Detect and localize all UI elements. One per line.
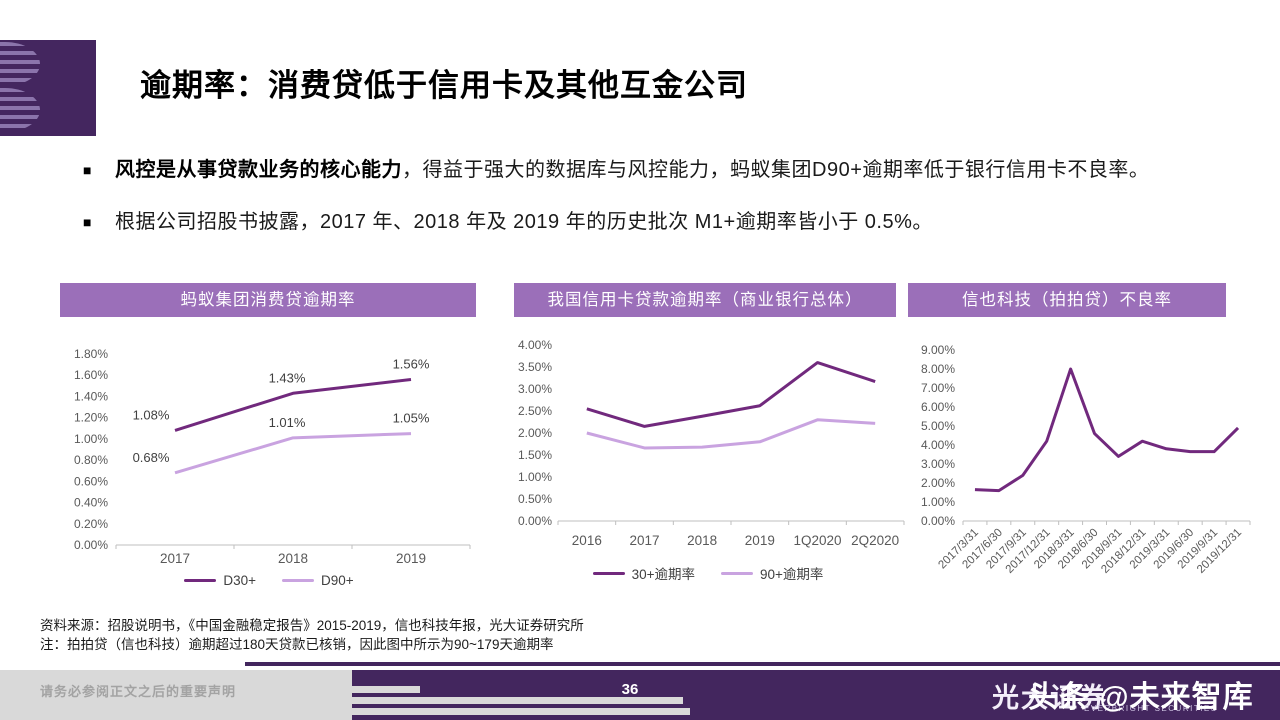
footer-stripe [0,708,690,715]
bullet-text: 根据公司招股书披露，2017 年、2018 年及 2019 年的历史批次 M1+… [115,211,933,233]
watermark-text: 头条 @未来智库 [1028,681,1254,714]
y-tick-label: 0.20% [74,517,108,531]
y-tick-label: 0.80% [74,453,108,467]
x-tick-label: 2017 [160,551,190,566]
page-title: 逾期率：消费贷低于信用卡及其他互金公司 [140,68,748,103]
x-tick-label: 2019 [396,551,426,566]
y-tick-label: 1.00% [921,495,955,509]
bullet-text: 风控是从事贷款业务的核心能力，得益于强大的数据库与风控能力，蚂蚁集团D90+逾期… [115,148,1149,192]
legend-swatch-90plus [721,571,753,575]
legend-label: 30+逾期率 [631,567,695,582]
legend-item: D90+ [282,573,354,588]
data-label: 1.05% [393,411,430,426]
note-line: 注：拍拍贷（信也科技）逾期超过180天贷款已核销，因此图中所示为90~179天逾… [40,637,554,652]
data-label: 1.01% [269,415,306,430]
footer-bar: 请务必参阅正文之后的重要声明 36 光大证券 EVERBRIGHT SECURI… [0,670,1280,720]
legend-item: 90+逾期率 [721,563,823,583]
data-label: 1.56% [393,356,430,371]
chart1-header: 蚂蚁集团消费贷逾期率 [60,283,476,317]
ppdai-delinquency-chart: 0.00% 1.00% 2.00% 3.00% 4.00% 5.00% 6.00% 7.00%… [921,343,1251,576]
chart-canvas-0: 0.00% 0.20% 0.40% 0.60% 0.80% 1.00% 1.20% 1.40%… [74,347,471,566]
y-tick-label: 6.00% [921,400,955,414]
series-line-90+逾期率 [586,418,876,450]
page-number: 36 [621,681,639,698]
data-label: 1.43% [269,370,306,385]
legend-label: 90+逾期率 [760,567,824,582]
y-tick-label: 1.20% [74,411,108,425]
y-tick-label: 4.00% [921,438,955,452]
y-tick-label: 0.00% [74,538,108,552]
y-tick-label: 5.00% [921,419,955,433]
footer-rule [245,662,1280,666]
bullet-marker: ■ [83,214,92,230]
series-line-D90+ [174,432,412,475]
y-tick-label: 1.40% [74,389,108,403]
chart-canvas-1: 0.00% 0.50% 1.00% 1.50% 2.00% 2.50% 3.00% 3.50%… [518,338,905,548]
legend-item: 30+逾期率 [592,563,695,583]
y-tick-label: 0.40% [74,496,108,510]
y-tick-label: 3.00% [518,382,552,396]
y-tick-label: 3.50% [518,360,552,374]
series-line-30+逾期率 [586,361,876,428]
y-tick-label: 0.50% [518,492,552,506]
y-tick-label: 4.00% [518,338,552,352]
bullet-bold-text: 风控是从事贷款业务的核心能力 [115,159,402,181]
legend-swatch-30plus [592,571,625,575]
series-line-不良率 [974,367,1240,493]
bullet-rest-text: ，得益于强大的数据库与风控能力，蚂蚁集团D90+逾期率低于银行信用卡不良率。 [402,159,1150,181]
brand-logo [0,40,96,136]
chart2-legend: 30+逾期率 90+逾期率 [510,563,906,583]
y-tick-label: 2.50% [518,404,552,418]
bullet-item: ■ 风控是从事贷款业务的核心能力，得益于强大的数据库与风控能力，蚂蚁集团D90+… [83,148,1198,192]
x-tick-label: 2Q2020 [851,533,899,548]
x-tick-label: 2016 [572,533,602,548]
chart-canvas-2: 0.00% 1.00% 2.00% 3.00% 4.00% 5.00% 6.00% 7.00%… [921,343,1251,576]
y-tick-label: 2.00% [518,426,552,440]
y-tick-label: 3.00% [921,457,955,471]
x-tick-label: 2017 [629,533,659,548]
brand-wordmark-en: EVERBRIGHT SECURITIES [1084,704,1218,713]
legend-swatch-d30 [184,579,217,582]
legend-item: D30+ [184,573,256,588]
y-tick-label: 9.00% [921,343,955,357]
x-tick-label: 1Q2020 [793,533,841,548]
bullet-marker: ■ [83,162,92,178]
x-tick-label: 2019 [745,533,775,548]
bullet-item: ■ 根据公司招股书披露，2017 年、2018 年及 2019 年的历史批次 M… [83,200,1198,244]
x-tick-label: 2018 [278,551,308,566]
brand-wordmark-cn: 光大证券 [992,683,1108,713]
y-tick-label: 0.60% [74,474,108,488]
y-tick-label: 1.80% [74,347,108,361]
series-line-D30+ [174,377,412,432]
footer-stripe [0,686,420,693]
y-tick-label: 2.00% [921,476,955,490]
legend-label: D30+ [223,573,256,588]
chart3-header: 信也科技（拍拍贷）不良率 [908,283,1226,317]
legend-label: D90+ [321,573,354,588]
y-tick-label: 1.00% [518,470,552,484]
data-label: 0.68% [133,450,170,465]
footer-disclaimer: 请务必参阅正文之后的重要声明 [40,684,237,699]
logo-stripe-shape [0,42,40,86]
chart2-header: 我国信用卡贷款逾期率（商业银行总体） [514,283,896,317]
y-tick-label: 0.00% [518,514,552,528]
logo-stripe-shape [0,88,40,132]
y-tick-label: 1.50% [518,448,552,462]
ant-group-overdue-chart: 0.00% 0.20% 0.40% 0.60% 0.80% 1.00% 1.20% 1.40%… [74,347,471,566]
source-notes: 资料来源：招股说明书，《中国金融稳定报告》2015-2019，信也科技年报，光大… [40,616,584,654]
credit-card-overdue-chart: 0.00% 0.50% 1.00% 1.50% 2.00% 2.50% 3.00% 3.50%… [518,338,905,548]
bullet-list: ■ 风控是从事贷款业务的核心能力，得益于强大的数据库与风控能力，蚂蚁集团D90+… [83,148,1198,252]
y-tick-label: 1.60% [74,368,108,382]
legend-swatch-d90 [282,579,314,582]
y-tick-label: 8.00% [921,362,955,376]
footer-stripe [0,697,683,704]
data-label: 1.08% [133,407,170,422]
x-tick-label: 2018 [687,533,717,548]
y-tick-label: 7.00% [921,381,955,395]
y-tick-label: 1.00% [74,432,108,446]
y-tick-label: 0.00% [921,514,955,528]
source-line: 资料来源：招股说明书，《中国金融稳定报告》2015-2019，信也科技年报，光大… [40,618,584,633]
chart1-legend: D30+ D90+ [58,573,480,588]
